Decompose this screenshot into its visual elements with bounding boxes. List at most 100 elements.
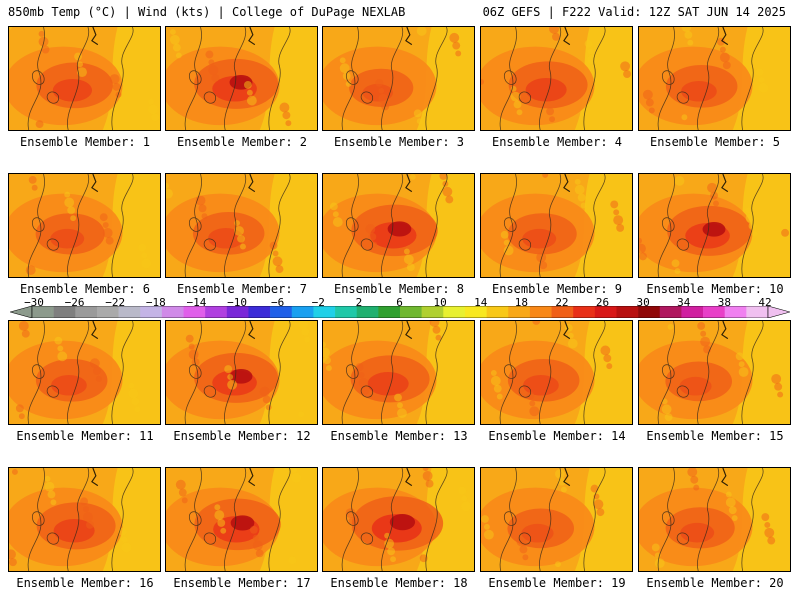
- ensemble-member-map: [165, 467, 318, 572]
- ensemble-member-caption: Ensemble Member: 6: [19, 282, 151, 296]
- ensemble-member-map: [480, 26, 633, 131]
- ensemble-member-caption: Ensemble Member: 4: [491, 135, 623, 149]
- colorbar-segment: [616, 306, 639, 318]
- temperature-field: [481, 468, 632, 571]
- colorbar-segment: [335, 306, 358, 318]
- colorbar-right-arrow: [767, 306, 790, 318]
- colorbar-tick-label: −30: [24, 296, 44, 309]
- colorbar-segment: [96, 306, 119, 318]
- temperature-field: [481, 174, 632, 277]
- ensemble-member-map: [638, 173, 791, 278]
- temperature-field: [166, 27, 317, 130]
- temperature-field: [9, 321, 160, 424]
- temperature-field: [9, 468, 160, 571]
- ensemble-member-caption: Ensemble Member: 18: [330, 576, 468, 590]
- colorbar-segment: [270, 306, 293, 318]
- colorbar-segment: [53, 306, 76, 318]
- ensemble-member-caption: Ensemble Member: 11: [16, 429, 154, 443]
- temperature-field: [166, 321, 317, 424]
- ensemble-member-map: [638, 26, 791, 131]
- colorbar-tick-label: 34: [677, 296, 691, 309]
- colorbar-segment: [140, 306, 163, 318]
- colorbar-tick-label: −6: [271, 296, 285, 309]
- header: 850mb Temp (°C) | Wind (kts) | College o…: [0, 0, 800, 24]
- ensemble-member-map: [8, 173, 161, 278]
- ensemble-member-caption: Ensemble Member: 17: [173, 576, 311, 590]
- ensemble-member-caption: Ensemble Member: 14: [488, 429, 626, 443]
- ensemble-member-caption: Ensemble Member: 16: [16, 576, 154, 590]
- ensemble-member-caption: Ensemble Member: 15: [646, 429, 784, 443]
- ensemble-member-caption: Ensemble Member: 3: [333, 135, 465, 149]
- colorbar-segment: [205, 306, 228, 318]
- colorbar-labels: −30 −26 −22 −18 −14 −10 −6 −2 2 6 10 14 18 22 26 30 34 38…: [0, 297, 800, 309]
- colorbar-tick-label: 22: [555, 296, 569, 309]
- ensemble-member-map: [638, 320, 791, 425]
- ensemble-member-caption: Ensemble Member: 10: [646, 282, 784, 296]
- temperature-field: [323, 27, 474, 130]
- ensemble-member-map: [322, 26, 475, 131]
- ensemble-member-map: [480, 467, 633, 572]
- colorbar-segment: [226, 306, 249, 318]
- colorbar-tick-label: 6: [396, 296, 403, 309]
- colorbar-tick-label: 10: [433, 296, 447, 309]
- ensemble-member-map: [8, 26, 161, 131]
- ensemble-member-caption: Ensemble Member: 8: [333, 282, 465, 296]
- temperature-field: [323, 468, 474, 571]
- ensemble-member-caption: Ensemble Member: 5: [649, 135, 781, 149]
- ensemble-member-caption: Ensemble Member: 9: [491, 282, 623, 296]
- colorbar-segment: [508, 306, 531, 318]
- colorbar-tick-label: −26: [64, 296, 85, 309]
- temperature-field: [9, 27, 160, 130]
- temperature-field: [323, 174, 474, 277]
- temperature-field: [166, 468, 317, 571]
- ensemble-member-caption: Ensemble Member: 1: [19, 135, 151, 149]
- colorbar-tick-label: −18: [145, 296, 166, 309]
- colorbar-segment: [161, 306, 184, 318]
- colorbar-tick-label: −22: [105, 296, 126, 309]
- temperature-field: [639, 321, 790, 424]
- colorbar-segment: [313, 306, 336, 318]
- temperature-field: [639, 174, 790, 277]
- colorbar-segment: [248, 306, 271, 318]
- ensemble-member-map: [480, 320, 633, 425]
- colorbar-tick-label: −10: [227, 296, 247, 309]
- colorbar-segment: [32, 306, 54, 318]
- colorbar-segment: [486, 306, 509, 318]
- ensemble-member-caption: Ensemble Member: 2: [176, 135, 308, 149]
- ensemble-member-map: [638, 467, 791, 572]
- colorbar-tick-label: −14: [186, 296, 207, 309]
- temperature-field: [9, 174, 160, 277]
- colorbar-segment: [551, 306, 574, 318]
- colorbar-segment: [356, 306, 379, 318]
- colorbar-segment: [183, 306, 206, 318]
- colorbar-segment: [529, 306, 552, 318]
- ensemble-member-map: [322, 320, 475, 425]
- colorbar-segment: [400, 306, 422, 318]
- colorbar-tick-label: 2: [355, 296, 363, 309]
- colorbar-tick-label: 30: [636, 296, 650, 309]
- colorbar-tick-label: 18: [514, 296, 528, 309]
- colorbar-segment: [724, 306, 747, 318]
- ensemble-member-caption: Ensemble Member: 13: [330, 429, 468, 443]
- colorbar-tick-label: 38: [717, 296, 731, 309]
- ensemble-member-map: [322, 467, 475, 572]
- colorbar-left-arrow: [10, 306, 33, 318]
- colorbar-segment: [118, 306, 141, 318]
- ensemble-member-map: [8, 467, 161, 572]
- ensemble-member-map: [165, 320, 318, 425]
- colorbar-segment: [75, 306, 98, 318]
- colorbar-segment: [378, 306, 401, 318]
- colorbar-segment: [703, 306, 726, 318]
- header-left-title: 850mb Temp (°C) | Wind (kts) | College o…: [8, 5, 406, 19]
- colorbar-segment: [573, 306, 596, 318]
- ensemble-member-caption: Ensemble Member: 7: [176, 282, 308, 296]
- temperature-field: [323, 321, 474, 424]
- colorbar-tick-label: 26: [595, 296, 610, 309]
- header-right-title: 06Z GEFS | F222 Valid: 12Z SAT JUN 14 20…: [482, 5, 786, 19]
- ensemble-member-map: [480, 173, 633, 278]
- colorbar-segment: [746, 306, 769, 318]
- colorbar-segment: [659, 306, 682, 318]
- ensemble-member-caption: Ensemble Member: 20: [646, 576, 784, 590]
- colorbar-segment: [291, 306, 314, 318]
- colorbar-segment: [638, 306, 661, 318]
